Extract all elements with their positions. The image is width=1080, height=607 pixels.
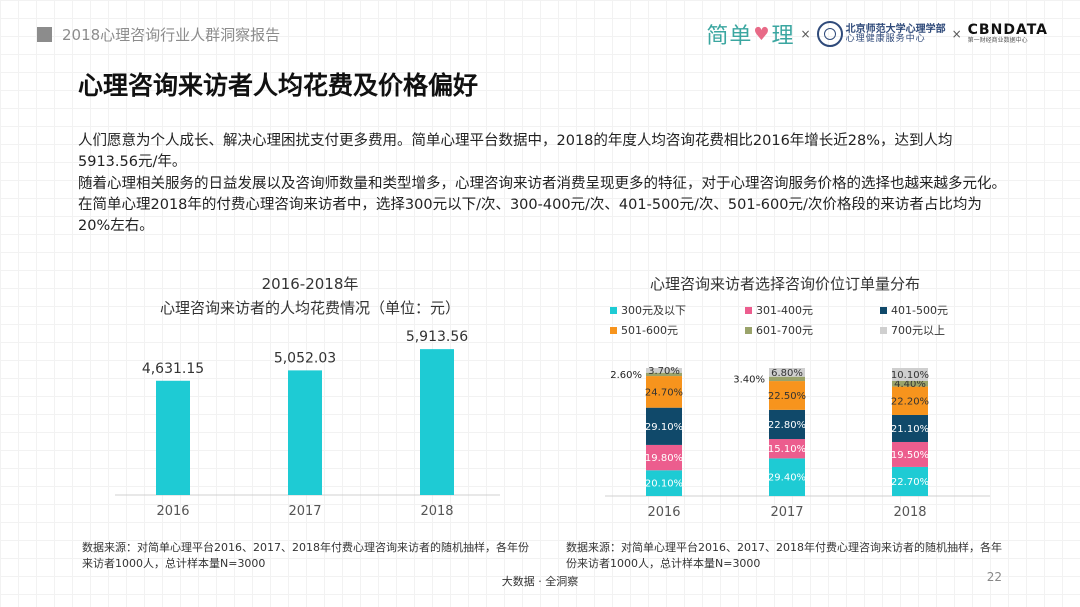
bar-2016 — [156, 380, 190, 495]
jiandan-logo: 简单 ♥ 理 — [706, 18, 794, 50]
seg-2016-300元及以下 — [646, 470, 682, 496]
legend-swatch-601-700元 — [745, 327, 752, 334]
legend-swatch-700元以上 — [880, 327, 887, 334]
right-data-source: 数据来源：对简单心理平台2016、2017、2018年付费心理咨询来访者的随机抽… — [566, 541, 1002, 570]
tick-label-2017: 2017 — [770, 505, 803, 520]
data-label-2018-401-500元: 21.10% — [891, 424, 929, 435]
seg-2017-700元以上 — [769, 368, 805, 377]
seg-2017-301-400元 — [769, 439, 805, 459]
bnu-logo: 北京师范大学心理学部 心理健康服务中心 — [816, 21, 946, 47]
bnu-seal-icon — [816, 21, 843, 47]
legend-label-301-400元: 301-400元 — [756, 304, 813, 317]
footer-slogan: 大数据 · 全洞察 — [501, 575, 579, 588]
heart-icon: ♥ — [753, 23, 771, 45]
tick-label-2016: 2016 — [156, 504, 189, 519]
seg-2016-401-500元 — [646, 407, 682, 445]
data-label-2017-601-700元: 3.40% — [733, 374, 765, 385]
seg-2016-601-700元 — [646, 372, 682, 377]
cbndata-logo-line1: CBNDATA — [967, 22, 1048, 38]
tick-label-2017: 2017 — [288, 504, 321, 519]
bnu-logo-text: 北京师范大学心理学部 心理健康服务中心 — [846, 24, 946, 45]
spend-bar-chart: 4,631.15 2016 5,052.03 2017 5,913.56 2018 — [115, 329, 500, 519]
seg-2016-501-600元 — [646, 376, 682, 408]
jiandan-logo-text-b: 理 — [771, 24, 795, 49]
page-title: 心理咨询来访者人均花费及价格偏好 — [78, 71, 479, 100]
seg-2017-601-700元 — [769, 376, 805, 382]
partner-logos: 简单 ♥ 理 × 北京师范大学心理学部 心理健康服务中心 × CBNDATA 第一财… — [706, 18, 1048, 50]
data-label-2016-601-700元: 2.60% — [610, 370, 642, 381]
tick-label-2018: 2018 — [893, 505, 926, 520]
data-label-2017-700元以上: 6.80% — [771, 368, 803, 379]
data-label-2018-601-700元: 4.40% — [894, 379, 926, 390]
data-label-2018-700元以上: 10.10% — [891, 370, 929, 381]
cbndata-logo: CBNDATA 第一财经商业数据中心 — [967, 22, 1048, 45]
data-label-2016: 4,631.15 — [142, 361, 204, 377]
data-label-2017-401-500元: 22.80% — [768, 420, 806, 431]
bnu-logo-line1: 北京师范大学心理学部 — [845, 23, 946, 35]
seg-2018-601-700元 — [892, 380, 928, 387]
seg-2018-501-600元 — [892, 386, 928, 415]
left-data-source: 数据来源：对简单心理平台2016、2017、2018年付费心理咨询来访者的随机抽… — [82, 541, 529, 570]
price-stacked-bar-chart: 300元及以下 301-400元 401-500元 501-600元 601-700元 7… — [605, 304, 990, 520]
seg-2018-301-400元 — [892, 441, 928, 467]
data-label-2016-300元及以下: 20.10% — [645, 479, 683, 490]
paragraph-1: 人们愿意为个人成长、解决心理困扰支付更多费用。简单心理平台数据中，2018的年度… — [78, 133, 953, 170]
page-number: 22 — [986, 570, 1002, 584]
bar-2018 — [420, 349, 454, 495]
seg-2016-301-400元 — [646, 444, 682, 471]
seg-2016-700元以上 — [646, 368, 682, 373]
seg-2017-401-500元 — [769, 409, 805, 440]
data-label-2016-301-400元: 19.80% — [645, 453, 683, 464]
data-label-2018-301-400元: 19.50% — [891, 450, 929, 461]
bnu-logo-line2: 心理健康服务中心 — [845, 33, 926, 44]
left-chart-title: 2016-2018年 — [261, 275, 359, 293]
seg-2017-300元及以下 — [769, 458, 805, 496]
data-label-2018: 5,913.56 — [406, 329, 468, 345]
logo-separator: × — [800, 27, 811, 41]
seg-2018-300元及以下 — [892, 466, 928, 496]
data-label-2016-700元以上: 3.70% — [648, 366, 680, 377]
data-label-2017-501-600元: 22.50% — [768, 391, 806, 402]
legend-swatch-301-400元 — [745, 307, 752, 314]
seg-2018-401-500元 — [892, 414, 928, 442]
data-label-2017-301-400元: 15.10% — [768, 444, 806, 455]
report-title: 2018心理咨询行业人群洞察报告 — [62, 26, 281, 44]
left-chart-subtitle: 心理咨询来访者的人均花费情况（单位：元） — [159, 299, 460, 317]
legend-label-300元及以下: 300元及以下 — [621, 304, 686, 317]
header-square-icon — [37, 27, 52, 42]
right-chart-title: 心理咨询来访者选择咨询价位订单量分布 — [649, 275, 920, 293]
data-label-2018-300元及以下: 22.70% — [891, 477, 929, 488]
legend-swatch-401-500元 — [880, 307, 887, 314]
legend-label-501-600元: 501-600元 — [621, 324, 678, 337]
paragraph-2: 随着心理相关服务的日益发展以及咨询师数量和类型增多，心理咨询来访者消费呈现更多的… — [78, 176, 1006, 234]
tick-label-2018: 2018 — [420, 504, 453, 519]
jiandan-logo-text-a: 简单 — [706, 24, 753, 49]
data-label-2017-300元及以下: 29.40% — [768, 473, 806, 484]
data-label-2016-401-500元: 29.10% — [645, 422, 683, 433]
data-label-2018-501-600元: 22.20% — [891, 396, 929, 407]
tick-label-2016: 2016 — [647, 505, 680, 520]
legend-swatch-300元及以下 — [610, 307, 617, 314]
seg-2018-700元以上 — [892, 368, 928, 381]
legend-label-601-700元: 601-700元 — [756, 324, 813, 337]
data-label-2016-501-600元: 24.70% — [645, 387, 683, 398]
bar-2017 — [288, 370, 322, 495]
seg-2017-501-600元 — [769, 381, 805, 410]
cbndata-logo-line2: 第一财经商业数据中心 — [967, 37, 1028, 45]
logo-separator: × — [951, 27, 962, 41]
legend-label-401-500元: 401-500元 — [891, 304, 948, 317]
data-label-2017: 5,052.03 — [274, 350, 336, 366]
legend-swatch-501-600元 — [610, 327, 617, 334]
legend-label-700元以上: 700元以上 — [891, 324, 945, 337]
